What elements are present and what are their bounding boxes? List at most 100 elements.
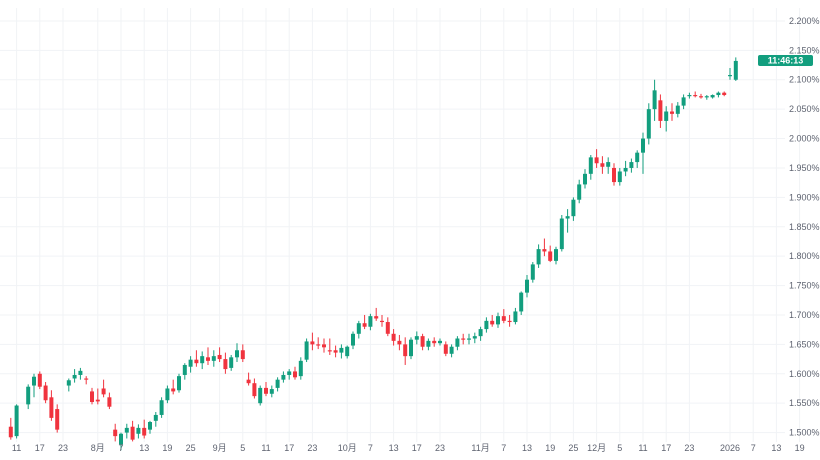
y-tick-label: 2.050% — [789, 104, 820, 114]
candle — [583, 169, 587, 189]
candle — [438, 338, 442, 346]
candle — [420, 333, 425, 351]
x-tick-label: 23 — [58, 443, 68, 453]
candle — [90, 387, 94, 405]
candle — [136, 424, 141, 439]
candle — [8, 417, 13, 440]
candle — [600, 156, 605, 174]
candle — [733, 57, 738, 81]
x-tick-label: 5 — [240, 443, 245, 453]
candle — [165, 385, 170, 404]
candle — [119, 432, 123, 451]
candle — [148, 420, 152, 434]
candle — [693, 91, 698, 98]
candle — [409, 337, 413, 360]
x-tick-label: 7 — [751, 443, 756, 453]
candle — [426, 338, 431, 351]
candle — [345, 345, 350, 359]
candle — [240, 344, 245, 363]
candle — [681, 94, 686, 110]
x-tick-label: 17 — [35, 443, 45, 453]
candle — [710, 94, 715, 99]
candle — [316, 337, 321, 350]
candle — [269, 385, 274, 398]
x-tick-label: 7 — [368, 443, 373, 453]
candle — [519, 291, 524, 315]
candle — [235, 343, 239, 363]
y-tick-label: 2.200% — [789, 16, 820, 26]
candle — [432, 337, 437, 347]
candle — [130, 420, 135, 442]
candle — [646, 103, 651, 145]
y-tick-label: 1.900% — [789, 192, 820, 202]
candle — [704, 95, 709, 100]
candle — [496, 312, 500, 328]
candle — [101, 379, 106, 398]
candle — [217, 347, 222, 363]
candle — [229, 354, 234, 371]
candle — [571, 197, 576, 221]
x-tick-label: 2026 — [720, 443, 740, 453]
x-tick-label: 8月 — [91, 443, 105, 453]
x-tick-label: 10月 — [338, 443, 357, 453]
candle — [107, 392, 112, 410]
y-tick-label: 1.500% — [789, 428, 820, 438]
x-tick-label: 11 — [12, 443, 21, 453]
candle — [78, 367, 83, 380]
x-tick-label: 13 — [522, 443, 532, 453]
candle — [728, 67, 732, 80]
candle — [287, 369, 292, 380]
candle — [577, 179, 582, 204]
candle — [536, 244, 541, 268]
grid — [0, 8, 801, 442]
y-tick-label: 1.800% — [789, 251, 820, 261]
candle — [617, 167, 622, 186]
candle — [507, 314, 512, 327]
candle — [252, 378, 257, 399]
x-tick-label: 17 — [284, 443, 294, 453]
candle — [333, 345, 338, 358]
candle — [403, 337, 408, 365]
candle — [559, 215, 564, 252]
candle — [687, 92, 692, 99]
candle — [594, 149, 599, 168]
candle — [32, 373, 36, 398]
x-tick-label: 7 — [118, 443, 123, 453]
candle — [525, 274, 529, 298]
candle — [716, 91, 721, 98]
candle — [490, 314, 495, 327]
y-axis: 1.500% 1.550% 1.600% 1.650% 1.700% 1.750% 1.80… — [789, 16, 820, 438]
candle — [449, 344, 454, 358]
x-tick-label: 23 — [684, 443, 694, 453]
candle — [200, 351, 205, 370]
candle — [310, 332, 315, 351]
x-tick-label: 19 — [795, 443, 805, 453]
x-tick-label: 9月 — [213, 443, 227, 453]
candle — [171, 379, 176, 395]
candle — [670, 103, 674, 121]
candle — [641, 132, 645, 174]
x-tick-label: 17 — [661, 443, 671, 453]
candle — [72, 369, 77, 383]
candle — [414, 331, 419, 345]
candle — [565, 209, 570, 233]
y-tick-label: 2.100% — [789, 75, 820, 85]
candle — [113, 423, 118, 442]
x-tick-label: 13 — [771, 443, 781, 453]
candle — [142, 419, 147, 439]
candle — [722, 91, 727, 97]
candle — [281, 371, 286, 383]
candle — [246, 372, 251, 386]
candle — [467, 333, 471, 345]
candle — [264, 382, 268, 397]
price-label-text: 11:46:13 — [768, 56, 804, 66]
candle — [66, 378, 71, 392]
candle — [304, 338, 309, 363]
candle — [455, 336, 460, 351]
x-tick-label: 11 — [638, 443, 647, 453]
candle — [84, 376, 89, 385]
candle — [391, 329, 396, 346]
candle — [472, 332, 477, 344]
